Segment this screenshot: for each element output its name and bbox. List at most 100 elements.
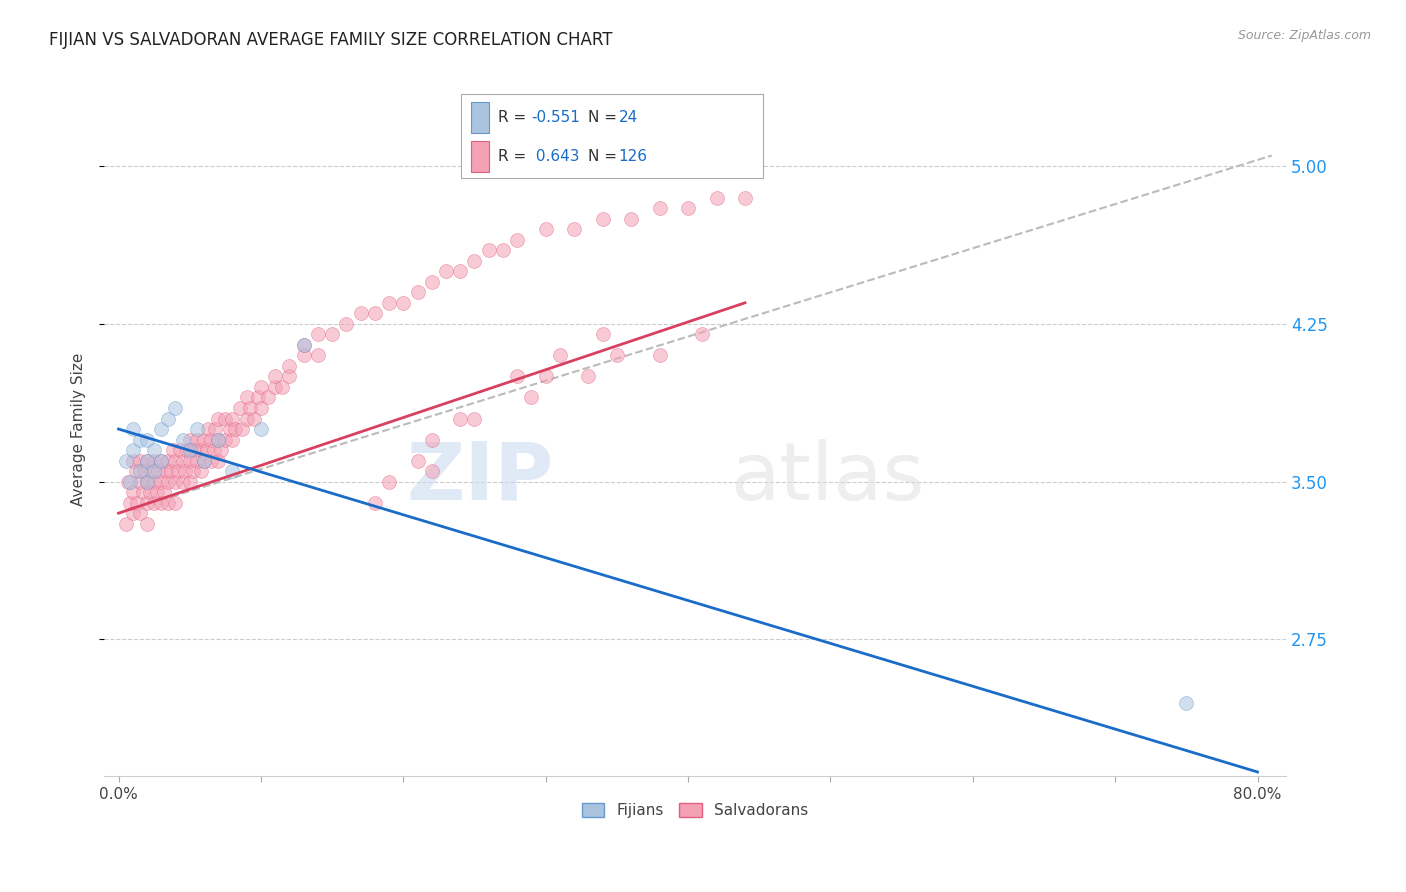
Point	[118, 496, 141, 510]
Point	[165, 453, 187, 467]
Point	[235, 411, 257, 425]
Point	[449, 264, 471, 278]
Point	[157, 496, 180, 510]
Point	[155, 464, 177, 478]
Point	[1175, 696, 1198, 710]
Point	[200, 433, 222, 447]
Point	[420, 433, 443, 447]
Point	[176, 443, 198, 458]
Point	[136, 433, 159, 447]
Point	[121, 422, 143, 436]
Point	[592, 327, 614, 342]
Point	[132, 485, 155, 500]
Point	[143, 443, 166, 458]
Point	[250, 422, 273, 436]
Point	[548, 348, 571, 362]
Point	[207, 433, 229, 447]
Point	[228, 401, 250, 415]
Point	[335, 317, 357, 331]
Point	[150, 453, 173, 467]
Point	[506, 233, 529, 247]
Point	[307, 348, 329, 362]
Point	[157, 453, 180, 467]
Point	[193, 433, 215, 447]
Text: N =: N =	[588, 110, 621, 125]
Point	[690, 327, 713, 342]
Point	[143, 464, 166, 478]
Point	[136, 475, 159, 489]
Point	[420, 275, 443, 289]
Point	[121, 453, 143, 467]
Point	[143, 453, 166, 467]
Point	[200, 453, 222, 467]
Point	[264, 369, 287, 384]
Point	[114, 453, 136, 467]
Point	[150, 422, 173, 436]
Point	[197, 422, 219, 436]
Point	[257, 391, 280, 405]
Text: 0.643: 0.643	[531, 149, 579, 164]
Text: -0.551: -0.551	[531, 110, 581, 125]
Point	[214, 411, 236, 425]
Point	[648, 348, 671, 362]
Point	[193, 453, 215, 467]
Point	[179, 475, 201, 489]
Point	[676, 201, 699, 215]
Point	[121, 443, 143, 458]
Point	[392, 295, 415, 310]
Point	[128, 475, 150, 489]
Point	[364, 496, 387, 510]
Point	[209, 443, 232, 458]
Point	[118, 475, 141, 489]
Point	[167, 464, 190, 478]
Point	[207, 411, 229, 425]
Point	[148, 464, 170, 478]
Point	[292, 338, 315, 352]
Point	[349, 306, 371, 320]
Point	[247, 391, 270, 405]
Point	[420, 464, 443, 478]
Point	[186, 453, 208, 467]
Point	[169, 443, 191, 458]
Point	[179, 433, 201, 447]
Point	[114, 516, 136, 531]
Point	[406, 285, 429, 300]
Point	[181, 464, 204, 478]
Point	[179, 443, 201, 458]
Point	[576, 369, 599, 384]
Point	[136, 453, 159, 467]
Point	[648, 201, 671, 215]
Point	[174, 464, 197, 478]
Point	[143, 475, 166, 489]
Point	[278, 369, 301, 384]
Point	[243, 411, 266, 425]
Point	[150, 475, 173, 489]
Point	[492, 244, 515, 258]
Point	[186, 422, 208, 436]
Text: ZIP: ZIP	[406, 439, 554, 516]
Point	[117, 475, 139, 489]
Text: 24: 24	[619, 110, 638, 125]
Point	[172, 475, 194, 489]
Point	[378, 475, 401, 489]
Point	[292, 338, 315, 352]
Legend: Fijians, Salvadorans: Fijians, Salvadorans	[575, 797, 815, 824]
Point	[264, 380, 287, 394]
Point	[478, 244, 501, 258]
Point	[125, 496, 148, 510]
Point	[186, 433, 208, 447]
Point	[307, 327, 329, 342]
Point	[128, 506, 150, 520]
Point	[141, 464, 163, 478]
Point	[162, 443, 184, 458]
Point	[207, 453, 229, 467]
Point	[221, 464, 243, 478]
Point	[378, 295, 401, 310]
Point	[238, 401, 260, 415]
Point	[734, 191, 756, 205]
Point	[364, 306, 387, 320]
Point	[128, 453, 150, 467]
Point	[165, 496, 187, 510]
Point	[193, 453, 215, 467]
Point	[128, 464, 150, 478]
